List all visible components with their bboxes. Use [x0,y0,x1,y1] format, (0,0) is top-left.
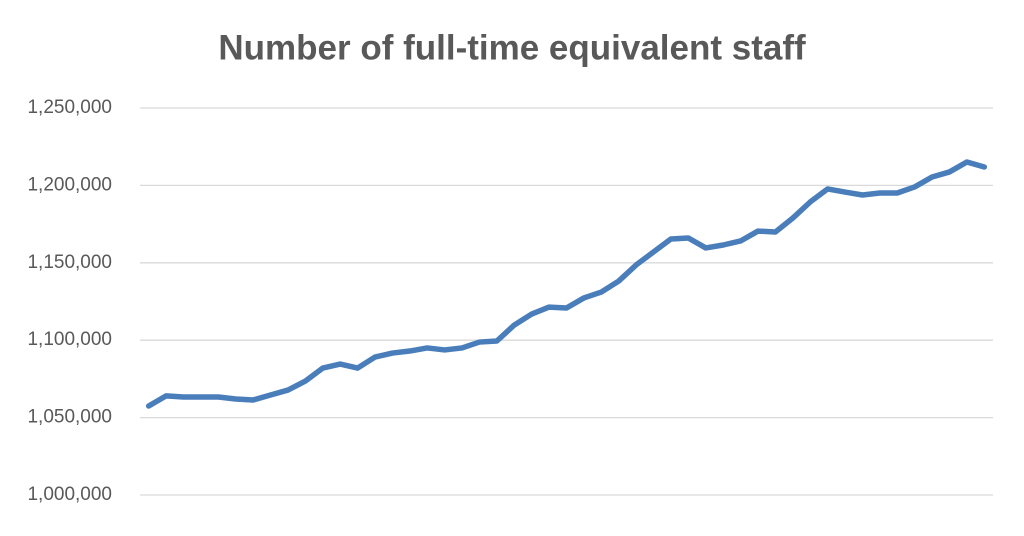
y-tick-label: 1,000,000 [27,484,112,505]
y-tick-label: 1,200,000 [27,174,112,195]
chart-title: Number of full-time equivalent staff [218,28,806,67]
data-line [145,159,988,409]
y-tick-label: 1,250,000 [27,97,112,118]
y-tick-label: 1,050,000 [27,407,112,428]
y-tick-label: 1,100,000 [27,329,112,350]
y-tick-label: 1,150,000 [27,252,112,273]
